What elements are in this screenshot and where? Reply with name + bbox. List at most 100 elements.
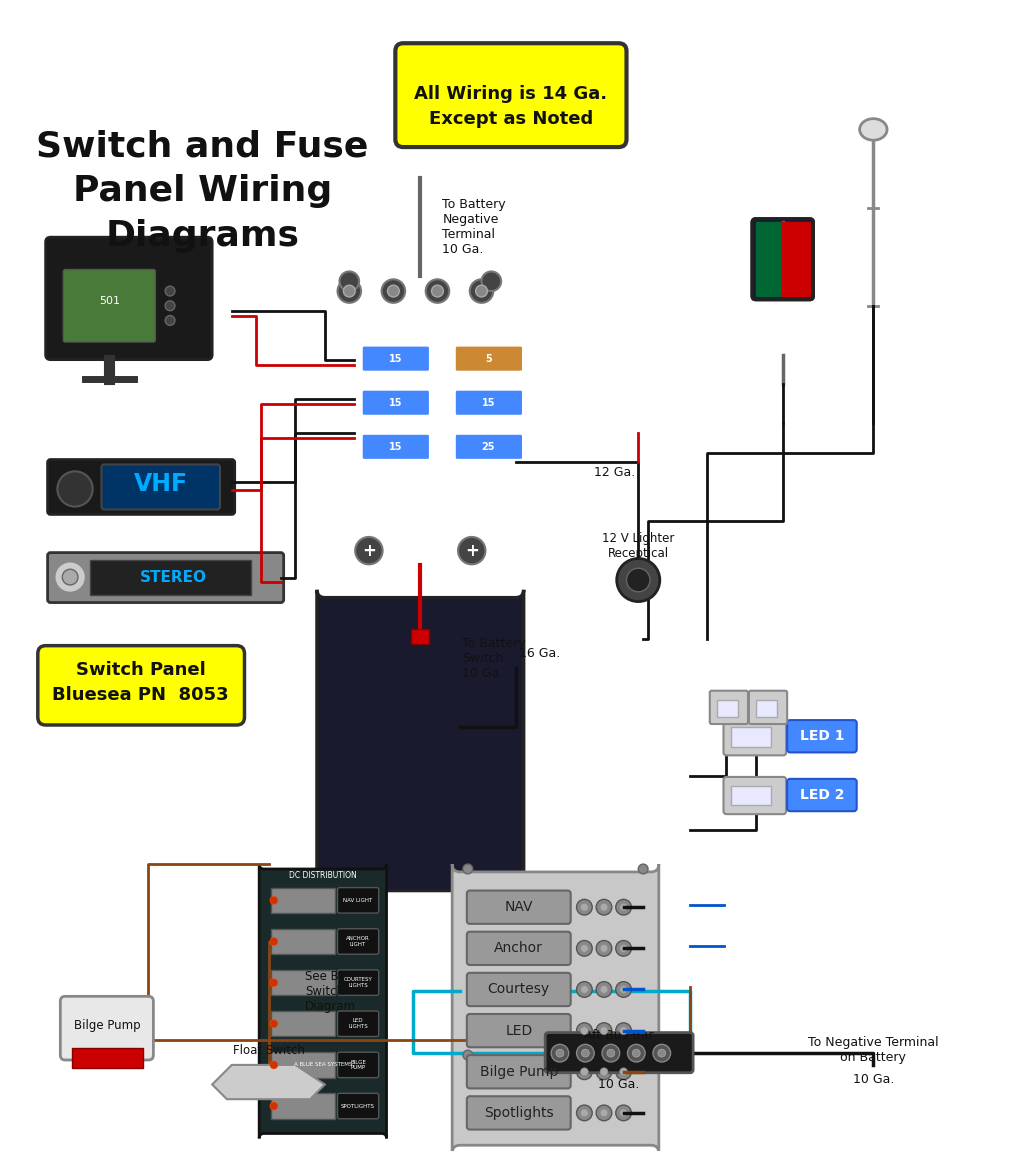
Text: LED: LED (506, 1023, 533, 1037)
Circle shape (482, 271, 501, 291)
Circle shape (597, 941, 612, 956)
Text: NAV: NAV (505, 900, 533, 914)
Text: To Negative Terminal
on Battery: To Negative Terminal on Battery (808, 1036, 939, 1064)
Bar (271, 887, 335, 913)
Circle shape (615, 941, 632, 956)
Circle shape (458, 537, 485, 564)
Circle shape (577, 1022, 592, 1039)
FancyBboxPatch shape (63, 270, 155, 342)
Text: Bilge Pump: Bilge Pump (480, 1065, 558, 1079)
Bar (410, 629, 429, 643)
Text: To Battery
Negative
Terminal
10 Ga.: To Battery Negative Terminal 10 Ga. (443, 199, 506, 256)
Text: COURTESY
LIGHTS: COURTESY LIGHTS (343, 977, 372, 989)
Text: ANCHOR
LIGHT: ANCHOR LIGHT (346, 936, 370, 947)
Circle shape (431, 285, 444, 297)
Bar (271, 1011, 335, 1036)
Circle shape (600, 944, 608, 952)
Circle shape (619, 1068, 628, 1076)
Text: 12 Ga.: 12 Ga. (595, 465, 636, 479)
Text: BLUE SEA: BLUE SEA (396, 330, 444, 340)
Circle shape (165, 301, 175, 311)
Circle shape (270, 1103, 278, 1110)
Circle shape (62, 569, 78, 585)
Text: 16 Ga.: 16 Ga. (519, 647, 560, 659)
Circle shape (382, 279, 405, 302)
Text: Float Switch: Float Switch (233, 1043, 305, 1057)
Text: 10 Ga.: 10 Ga. (853, 1073, 894, 1086)
Circle shape (619, 1027, 628, 1035)
FancyBboxPatch shape (455, 390, 522, 415)
Text: 12 V Lighter
Receptical: 12 V Lighter Receptical (602, 531, 674, 559)
FancyBboxPatch shape (60, 997, 153, 1059)
Circle shape (597, 1105, 612, 1121)
Text: Anchor: Anchor (494, 941, 543, 955)
Circle shape (463, 864, 473, 873)
Text: Courtesy: Courtesy (488, 983, 550, 997)
Text: NAV LIGHT: NAV LIGHT (343, 898, 372, 902)
FancyBboxPatch shape (466, 972, 571, 1006)
Text: 15: 15 (389, 398, 402, 408)
FancyBboxPatch shape (749, 691, 787, 725)
Circle shape (600, 985, 608, 993)
Bar (783, 222, 810, 295)
Text: VHF: VHF (134, 472, 188, 497)
Circle shape (615, 1064, 632, 1079)
Circle shape (580, 1068, 588, 1076)
Circle shape (597, 1064, 612, 1079)
Text: A BLUE SEA SYSTEMS: A BLUE SEA SYSTEMS (294, 1063, 352, 1068)
Circle shape (270, 897, 278, 905)
Text: DC DISTRIBUTION: DC DISTRIBUTION (288, 871, 357, 880)
FancyBboxPatch shape (466, 932, 571, 965)
Circle shape (577, 1044, 595, 1062)
Circle shape (600, 1027, 608, 1035)
Circle shape (469, 279, 493, 302)
FancyBboxPatch shape (455, 345, 522, 371)
Circle shape (580, 904, 588, 911)
Text: STEREO: STEREO (140, 570, 207, 585)
Circle shape (58, 471, 93, 507)
Circle shape (600, 1068, 608, 1076)
Bar (731, 727, 770, 747)
FancyBboxPatch shape (362, 390, 429, 415)
Circle shape (476, 285, 487, 297)
Circle shape (615, 899, 632, 915)
Circle shape (388, 285, 399, 297)
Circle shape (600, 1110, 608, 1116)
FancyBboxPatch shape (362, 345, 429, 371)
Circle shape (619, 985, 628, 993)
Text: 10 Ga.: 10 Ga. (598, 1078, 639, 1091)
Text: Spotlights: Spotlights (484, 1106, 553, 1120)
Circle shape (600, 904, 608, 911)
FancyBboxPatch shape (38, 645, 244, 725)
Text: LED 2: LED 2 (800, 787, 845, 801)
Text: Aft Bus Bar: Aft Bus Bar (584, 1029, 653, 1042)
Text: 15: 15 (389, 354, 402, 364)
Polygon shape (212, 1065, 325, 1099)
Ellipse shape (859, 119, 887, 141)
FancyBboxPatch shape (752, 219, 814, 300)
Text: To Battery
Switch
10 Ga.: To Battery Switch 10 Ga. (462, 637, 525, 680)
Bar (756, 699, 778, 718)
FancyBboxPatch shape (787, 779, 857, 812)
Circle shape (597, 899, 612, 915)
Circle shape (55, 562, 86, 593)
Bar (271, 1053, 335, 1078)
Text: 15: 15 (482, 398, 495, 408)
Circle shape (615, 1022, 632, 1039)
Bar (271, 929, 335, 954)
Circle shape (615, 1105, 632, 1121)
Circle shape (339, 271, 359, 291)
FancyBboxPatch shape (101, 464, 220, 509)
Circle shape (580, 1027, 588, 1035)
FancyBboxPatch shape (466, 1014, 571, 1047)
Text: LED 1: LED 1 (800, 729, 845, 743)
Circle shape (580, 944, 588, 952)
FancyBboxPatch shape (466, 891, 571, 923)
Circle shape (580, 985, 588, 993)
Circle shape (581, 1049, 589, 1057)
Circle shape (615, 982, 632, 998)
Bar (72, 1048, 143, 1068)
Circle shape (580, 1110, 588, 1116)
Text: +: + (362, 542, 375, 559)
FancyBboxPatch shape (452, 864, 659, 1153)
